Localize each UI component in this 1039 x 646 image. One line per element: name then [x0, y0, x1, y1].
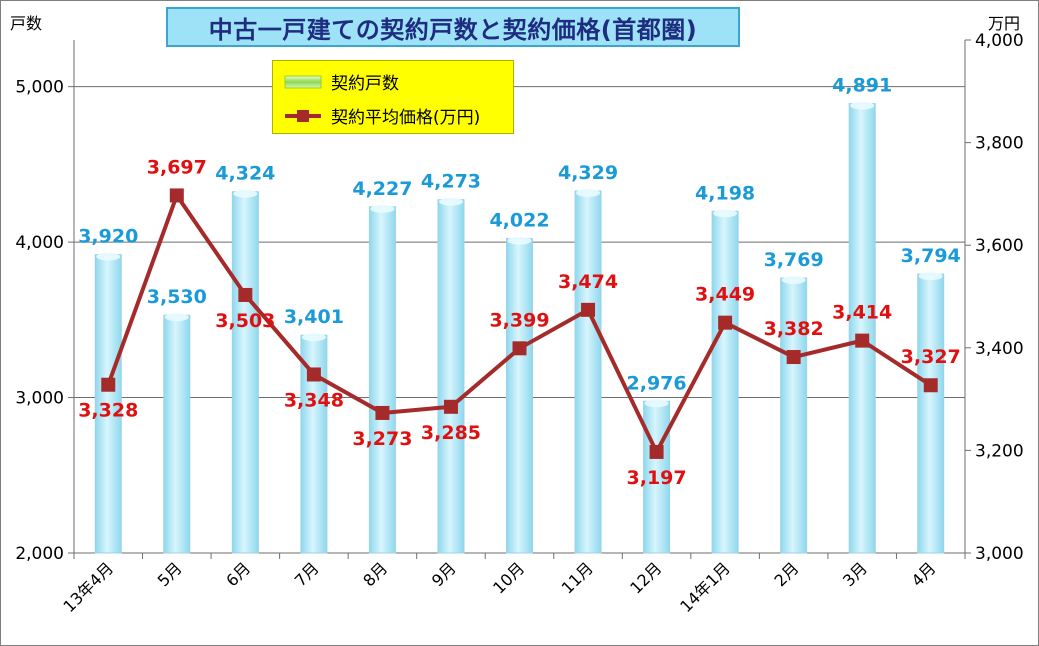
bar-top	[507, 236, 532, 245]
bar-top	[781, 276, 806, 285]
legend-bar-label: 契約戸数	[331, 74, 399, 94]
bar-data-label: 4,329	[558, 162, 618, 184]
line-data-label: 3,474	[558, 271, 618, 293]
line-data-label: 3,327	[901, 346, 961, 368]
chart-title: 中古一戸建ての契約戸数と契約価格(首都圏)	[208, 15, 698, 44]
bar-data-label: 4,891	[832, 75, 892, 97]
left-axis-tick-label: 3,000	[15, 389, 64, 409]
line-data-label: 3,285	[421, 422, 481, 444]
legend-bar-swatch-icon	[284, 75, 322, 88]
line-marker	[306, 367, 321, 382]
line-data-label: 3,328	[78, 400, 138, 422]
bar-top	[713, 209, 738, 218]
bar-data-label: 3,401	[284, 306, 344, 328]
legend-line-label: 契約平均価格(万円)	[331, 108, 481, 128]
bar-data-label: 3,769	[764, 249, 824, 271]
left-axis-tick-label: 5,000	[15, 78, 64, 98]
x-axis-tick-label: 3月	[839, 558, 871, 590]
bar-top	[438, 197, 463, 206]
x-axis-tick-label: 11月	[558, 558, 597, 597]
bar	[574, 190, 602, 554]
right-axis-tick-label: 4,000	[975, 31, 1024, 51]
right-axis-unit: 万円	[988, 14, 1021, 33]
x-axis-tick-label: 4月	[908, 558, 940, 590]
bar-data-label: 4,022	[489, 210, 549, 232]
bar-data-label: 4,273	[421, 171, 481, 193]
bar-data-label: 4,324	[215, 163, 275, 185]
bar	[94, 254, 122, 554]
bar-top	[370, 204, 395, 213]
bar	[506, 238, 533, 554]
line-data-label: 3,414	[832, 302, 892, 324]
line-marker	[512, 341, 527, 356]
line-marker	[238, 287, 253, 302]
bar-data-label: 3,920	[78, 226, 138, 248]
line-data-label: 3,399	[489, 309, 549, 331]
bar-data-label: 3,794	[901, 245, 961, 267]
line-data-label: 3,503	[215, 310, 275, 332]
bar	[163, 314, 191, 554]
bar	[437, 199, 465, 554]
right-axis-tick-label: 3,200	[975, 441, 1024, 461]
line-data-label: 3,697	[147, 156, 207, 178]
line-data-label: 3,382	[764, 318, 824, 340]
x-axis-tick-label: 12月	[626, 558, 665, 597]
bar	[231, 191, 259, 554]
x-axis-tick-label: 7月	[291, 558, 323, 590]
chart-title-box: 中古一戸建ての契約戸数と契約価格(首都圏)	[166, 7, 740, 47]
legend-item-bars: 契約戸数	[283, 69, 399, 94]
bar-top	[164, 313, 189, 322]
left-axis-tick-label: 2,000	[15, 544, 64, 564]
legend-item-line: 契約平均価格(万円)	[283, 103, 480, 128]
line-data-label: 3,273	[352, 428, 412, 450]
x-axis-tick-label: 5月	[154, 558, 186, 590]
bar-data-label: 3,530	[147, 286, 207, 308]
right-axis-tick-label: 3,400	[975, 339, 1024, 359]
x-axis-tick-label: 10月	[489, 558, 528, 597]
bar-top	[576, 188, 601, 197]
right-axis-tick-label: 3,000	[975, 544, 1024, 564]
line-data-label: 3,197	[627, 467, 687, 489]
line-marker	[649, 444, 664, 459]
x-axis-tick-label: 8月	[359, 558, 391, 590]
x-axis-tick-label: 14年1月	[676, 558, 734, 616]
line-marker	[923, 378, 938, 393]
line-marker	[718, 315, 733, 330]
line-data-label: 3,449	[695, 284, 755, 306]
bar	[711, 210, 739, 554]
line-marker	[443, 399, 458, 414]
bar-data-label: 2,976	[627, 372, 687, 394]
x-axis-tick-label: 2月	[771, 558, 803, 590]
line-marker	[786, 350, 801, 365]
right-axis-tick-label: 3,800	[975, 134, 1024, 154]
x-axis-tick-label: 6月	[222, 558, 254, 590]
bar	[780, 277, 808, 554]
line-marker	[169, 188, 184, 203]
x-axis-tick-label: 13年4月	[59, 558, 117, 616]
bar	[848, 103, 876, 554]
line-marker	[101, 377, 116, 392]
bar	[368, 206, 396, 554]
x-axis-tick-label: 9月	[428, 558, 460, 590]
line-marker	[855, 333, 870, 348]
line-marker	[375, 405, 390, 420]
bar-top	[918, 272, 943, 281]
bar-top	[233, 189, 258, 198]
bar-top	[301, 333, 326, 342]
left-axis-tick-label: 4,000	[15, 233, 64, 253]
left-axis-unit: 戸数	[10, 14, 43, 33]
line-marker	[581, 302, 596, 317]
bar-data-label: 4,227	[352, 178, 412, 200]
legend-line-swatch-icon	[285, 109, 321, 122]
bar-top	[644, 399, 669, 408]
right-axis-tick-label: 3,600	[975, 236, 1024, 256]
bar-data-label: 4,198	[695, 182, 755, 204]
bar-top	[850, 101, 875, 110]
bar-top	[96, 252, 121, 261]
legend: 契約戸数 契約平均価格(万円)	[272, 60, 514, 134]
bar	[643, 400, 671, 554]
line-data-label: 3,348	[284, 389, 344, 411]
bar	[917, 273, 945, 554]
